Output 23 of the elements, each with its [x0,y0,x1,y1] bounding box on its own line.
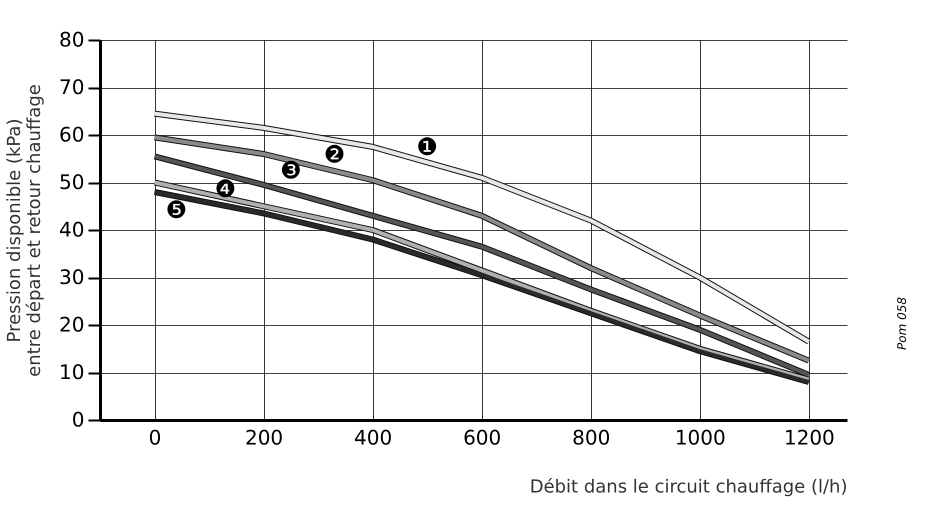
x-axis-title: Débit dans le circuit chauffage (l/h) [530,476,848,498]
series-label: ❸ [280,156,302,185]
x-tick-label: 600 [463,426,502,450]
y-tick-label: 40 [59,218,84,242]
x-tick-label: 1000 [674,426,726,450]
y-tick-label: 10 [59,360,84,384]
y-tick-label: 0 [72,408,84,432]
x-tick-label: 800 [572,426,610,450]
y-tick-label: 20 [59,312,84,336]
y-tick-label: 70 [59,75,84,99]
series-label: ❷ [324,140,346,168]
x-tick-label: 200 [244,426,284,450]
x-tick-label: 0 [148,426,162,450]
series-label: ❶ [416,132,438,161]
y-tick-label: 50 [59,170,84,194]
y-tick-label: 30 [59,265,84,289]
y-tick-label: 80 [59,28,84,52]
y-tick-label: 60 [59,122,84,146]
text: Pom 058 [895,297,909,350]
x-tick-label: 400 [354,426,392,450]
y-axis-title: Pression disponible (kPa) entre départ et retour chauffage [4,84,46,377]
series-label: ❺ [166,196,188,224]
x-tick-label: 1200 [784,426,835,450]
